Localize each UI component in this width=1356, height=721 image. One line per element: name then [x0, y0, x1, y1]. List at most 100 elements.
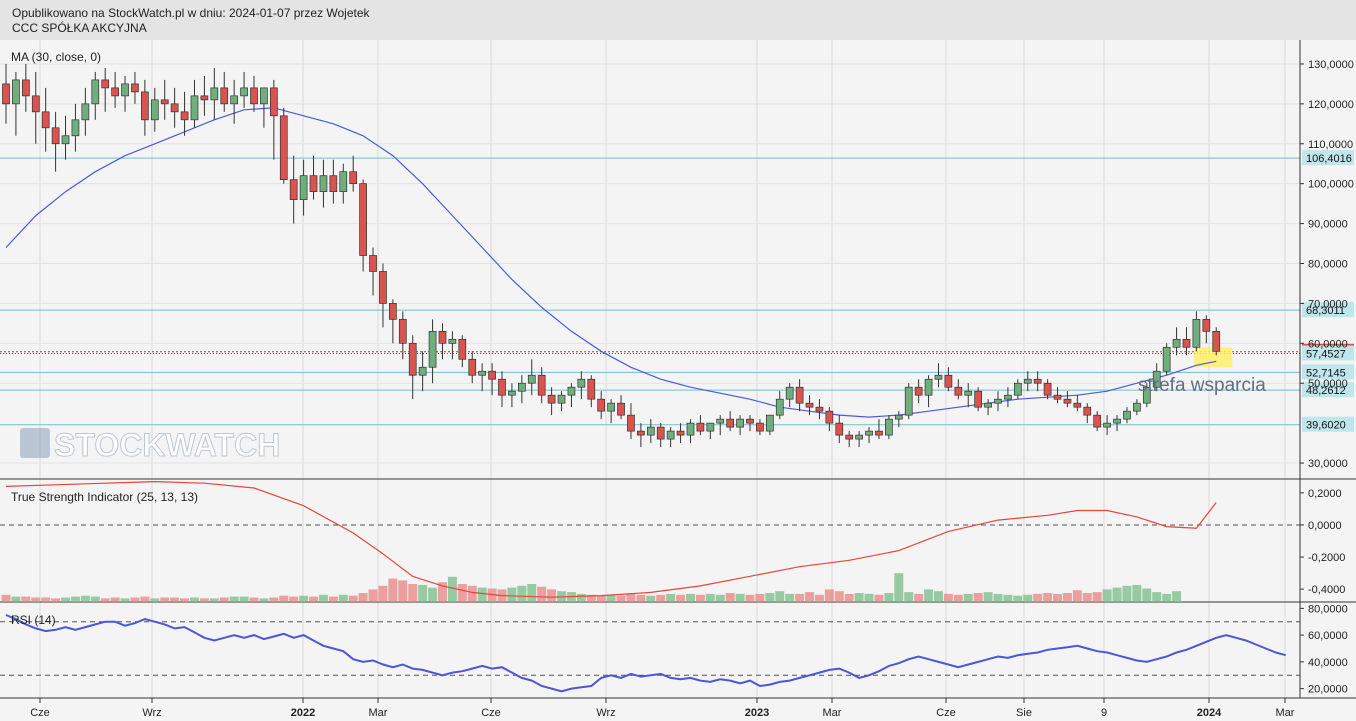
candle-93 — [924, 375, 933, 408]
candle-60 — [597, 391, 606, 420]
candle-115 — [1142, 383, 1151, 408]
volume-bar-49 — [487, 588, 497, 602]
level-label-5: 48,2612 — [1306, 385, 1346, 397]
x-tick-label-9: Sie — [1016, 707, 1032, 719]
candle-69 — [686, 419, 695, 444]
candle-8 — [81, 87, 90, 136]
candle-body-74 — [736, 418, 744, 428]
volume-bar-113 — [1122, 585, 1132, 602]
volume-bar-3 — [31, 597, 41, 602]
watermark-text: STOCKWATCH — [54, 427, 280, 463]
volume-bar-52 — [517, 585, 527, 602]
candle-body-37 — [369, 255, 377, 272]
volume-bar-108 — [1072, 590, 1082, 602]
volume-bar-97 — [963, 593, 973, 602]
level-badge-4 — [1302, 364, 1354, 380]
candle-79 — [785, 383, 794, 408]
volume-bar-12 — [120, 598, 130, 602]
level-badge-3 — [1302, 345, 1354, 361]
candle-body-2 — [21, 79, 30, 97]
volume-bar-45 — [447, 576, 457, 602]
candle-87 — [865, 427, 873, 444]
candle-41 — [408, 335, 417, 400]
volume-bar-13 — [130, 597, 140, 602]
volume-bar-43 — [428, 587, 438, 602]
candle-48 — [478, 363, 487, 392]
candle-body-1 — [12, 79, 20, 105]
price-y-tick-label-6: 70,0000 — [1308, 298, 1348, 310]
candle-67 — [666, 427, 675, 448]
volume-bar-69 — [685, 593, 695, 602]
candle-body-84 — [835, 422, 844, 436]
volume-bar-68 — [676, 594, 686, 602]
candle-15 — [150, 87, 159, 132]
candle-body-79 — [785, 386, 794, 400]
candle-88 — [875, 419, 883, 440]
volume-bar-37 — [368, 589, 378, 602]
candle-body-95 — [944, 374, 953, 388]
volume-bar-105 — [1043, 593, 1053, 602]
candle-17 — [170, 87, 179, 128]
volume-bar-62 — [616, 595, 626, 602]
candle-39 — [389, 299, 397, 344]
candle-body-32 — [319, 175, 328, 193]
candle-82 — [815, 399, 824, 420]
x-tick-label-6: 2023 — [745, 707, 769, 719]
candle-106 — [1053, 387, 1062, 404]
volume-bar-41 — [408, 584, 418, 602]
candle-body-83 — [825, 410, 834, 424]
x-tick-label-7: Mar — [823, 707, 842, 719]
candle-body-33 — [329, 175, 338, 193]
volume-bar-4 — [41, 597, 51, 602]
candle-body-5 — [51, 127, 60, 145]
volume-bar-26 — [259, 598, 269, 602]
candle-body-117 — [1162, 346, 1171, 372]
candle-25 — [250, 75, 258, 112]
volume-bar-8 — [80, 595, 90, 602]
candle-body-14 — [141, 91, 149, 121]
volume-bar-77 — [765, 593, 775, 602]
candle-91 — [904, 383, 913, 420]
candle-body-90 — [894, 414, 903, 420]
candle-body-47 — [468, 358, 477, 376]
candle-23 — [230, 79, 239, 124]
volume-bar-81 — [805, 592, 815, 602]
candle-body-99 — [984, 402, 992, 408]
volume-bar-110 — [1092, 592, 1102, 602]
candle-46 — [458, 335, 467, 368]
volume-bar-40 — [398, 580, 408, 602]
level-badge-0 — [1302, 150, 1354, 166]
volume-bar-91 — [904, 592, 914, 602]
candle-body-98 — [974, 390, 983, 408]
candle-66 — [656, 423, 665, 448]
candle-119 — [1182, 327, 1191, 356]
candle-61 — [607, 399, 615, 424]
rsi-y-tick-label-2: 40,0000 — [1308, 657, 1348, 669]
candle-body-120 — [1192, 319, 1201, 348]
candle-86 — [855, 431, 863, 448]
volume-bar-90 — [894, 573, 904, 602]
candle-body-62 — [617, 402, 625, 416]
candle-body-9 — [91, 79, 100, 105]
candle-body-91 — [904, 386, 913, 416]
candle-3 — [31, 71, 40, 144]
volume-bar-99 — [983, 592, 993, 602]
candle-body-25 — [250, 87, 258, 105]
volume-bar-63 — [626, 593, 636, 602]
level-badge-6 — [1302, 416, 1354, 432]
candle-body-51 — [508, 390, 516, 396]
candle-47 — [468, 351, 477, 384]
candle-body-69 — [686, 422, 695, 436]
candle-114 — [1133, 399, 1141, 416]
candle-22 — [220, 71, 229, 112]
candle-body-35 — [349, 171, 358, 185]
volume-bar-101 — [1003, 594, 1013, 602]
volume-bar-14 — [140, 596, 150, 602]
candle-body-57 — [567, 386, 576, 396]
candle-body-10 — [101, 79, 110, 89]
candle-body-11 — [111, 87, 119, 97]
candle-35 — [349, 155, 358, 192]
volume-bar-79 — [785, 593, 795, 602]
volume-bar-116 — [1152, 592, 1162, 602]
volume-bar-5 — [51, 598, 61, 602]
